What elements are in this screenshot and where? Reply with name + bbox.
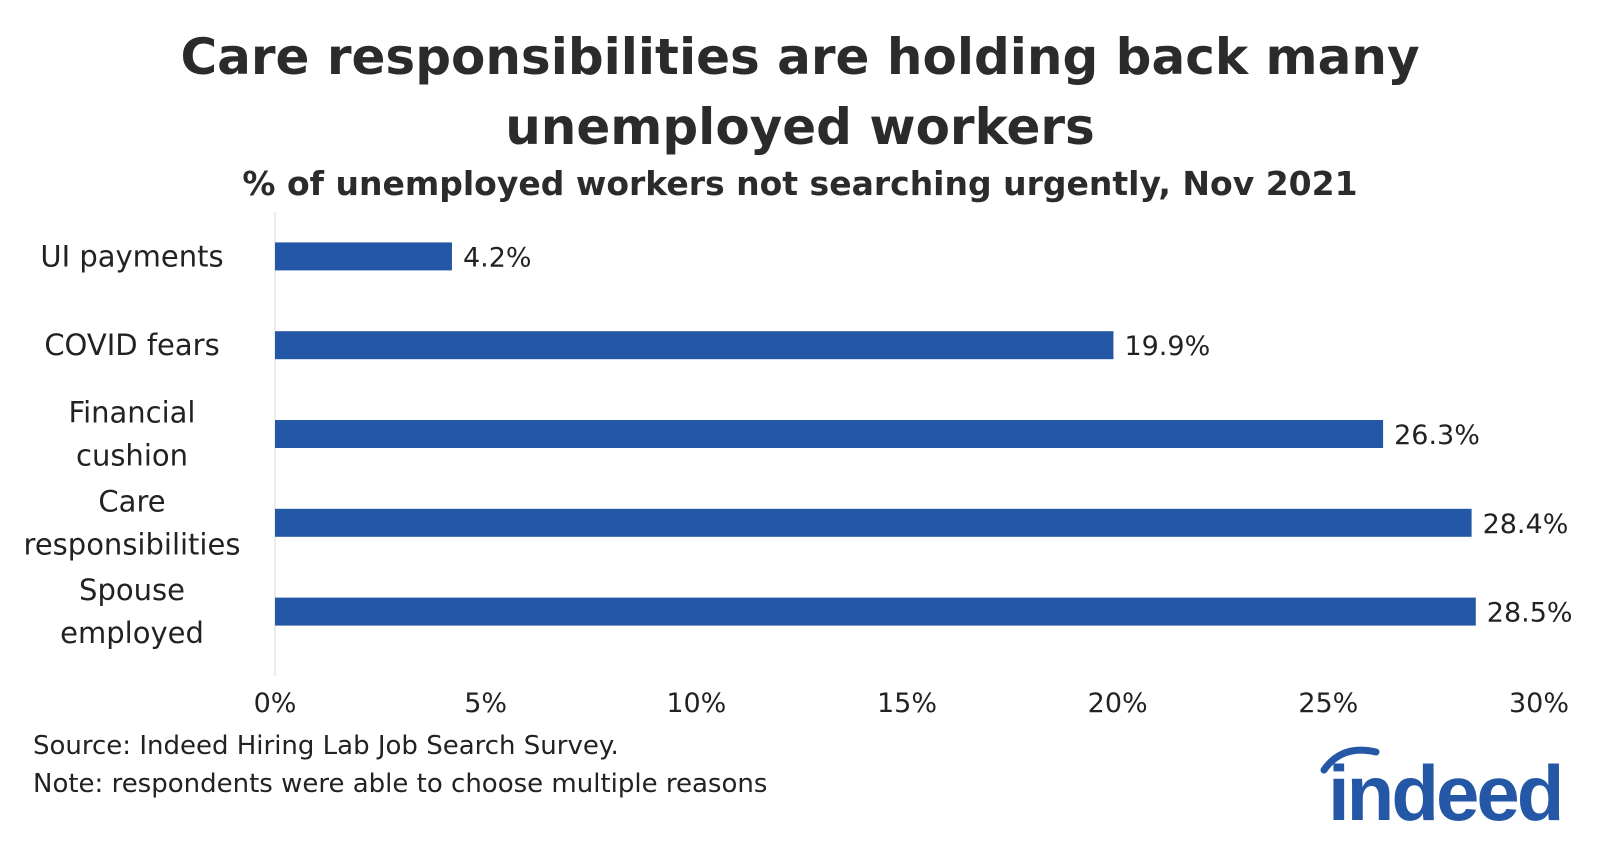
- source-note: Source: Indeed Hiring Lab Job Search Sur…: [33, 731, 619, 761]
- indeed-logo: indeed: [1320, 746, 1564, 830]
- bar-4: [275, 597, 1476, 626]
- x-tick-label-1: 5%: [464, 688, 507, 719]
- bar-0: [275, 242, 452, 271]
- category-label-line: employed: [60, 616, 204, 650]
- chart-title: Care responsibilities are holding back m…: [180, 28, 1420, 156]
- bar-chart: UI payments COVID fears Financial cushion Ca…: [24, 212, 1573, 719]
- value-label-3: 28.4%: [1483, 509, 1569, 540]
- category-labels: UI payments COVID fears Financial cushion Ca…: [24, 239, 241, 650]
- value-label-0: 4.2%: [463, 242, 532, 273]
- value-label-1: 19.9%: [1124, 331, 1210, 362]
- category-label-1: COVID fears: [44, 328, 219, 362]
- x-axis-tick-labels: 0% 5% 10% 15% 20% 25% 30%: [254, 688, 1569, 719]
- x-tick-label-2: 10%: [666, 688, 726, 719]
- category-label-0: UI payments: [40, 239, 223, 273]
- category-label-2: Financial cushion: [69, 396, 196, 473]
- footnote: Note: respondents were able to choose mu…: [33, 769, 768, 799]
- bars: [275, 242, 1476, 626]
- category-label-line: COVID fears: [44, 328, 219, 362]
- category-label-line: cushion: [76, 439, 188, 473]
- category-label-4: Spouse employed: [60, 573, 204, 650]
- value-label-4: 28.5%: [1487, 598, 1573, 629]
- x-tick-label-4: 20%: [1088, 688, 1148, 719]
- logo-wordmark: indeed: [1328, 749, 1561, 830]
- category-label-line: UI payments: [40, 239, 223, 273]
- bar-2: [275, 420, 1384, 448]
- x-tick-label-5: 25%: [1298, 688, 1358, 719]
- bar-3: [275, 508, 1472, 537]
- category-label-line: responsibilities: [24, 527, 241, 561]
- category-label-line: Care: [98, 484, 165, 518]
- logo-arc-icon: [1320, 746, 1380, 774]
- x-tick-label-0: 0%: [254, 688, 297, 719]
- value-labels: 4.2% 19.9% 26.3% 28.4% 28.5%: [463, 242, 1573, 628]
- category-label-line: Spouse: [79, 573, 185, 607]
- x-tick-label-3: 15%: [877, 688, 937, 719]
- x-tick-label-6: 30%: [1509, 688, 1569, 719]
- bar-1: [275, 331, 1114, 360]
- value-label-2: 26.3%: [1394, 420, 1480, 451]
- category-label-3: Care responsibilities: [24, 484, 241, 561]
- category-label-line: Financial: [69, 396, 196, 430]
- chart-subtitle: % of unemployed workers not searching ur…: [242, 164, 1358, 203]
